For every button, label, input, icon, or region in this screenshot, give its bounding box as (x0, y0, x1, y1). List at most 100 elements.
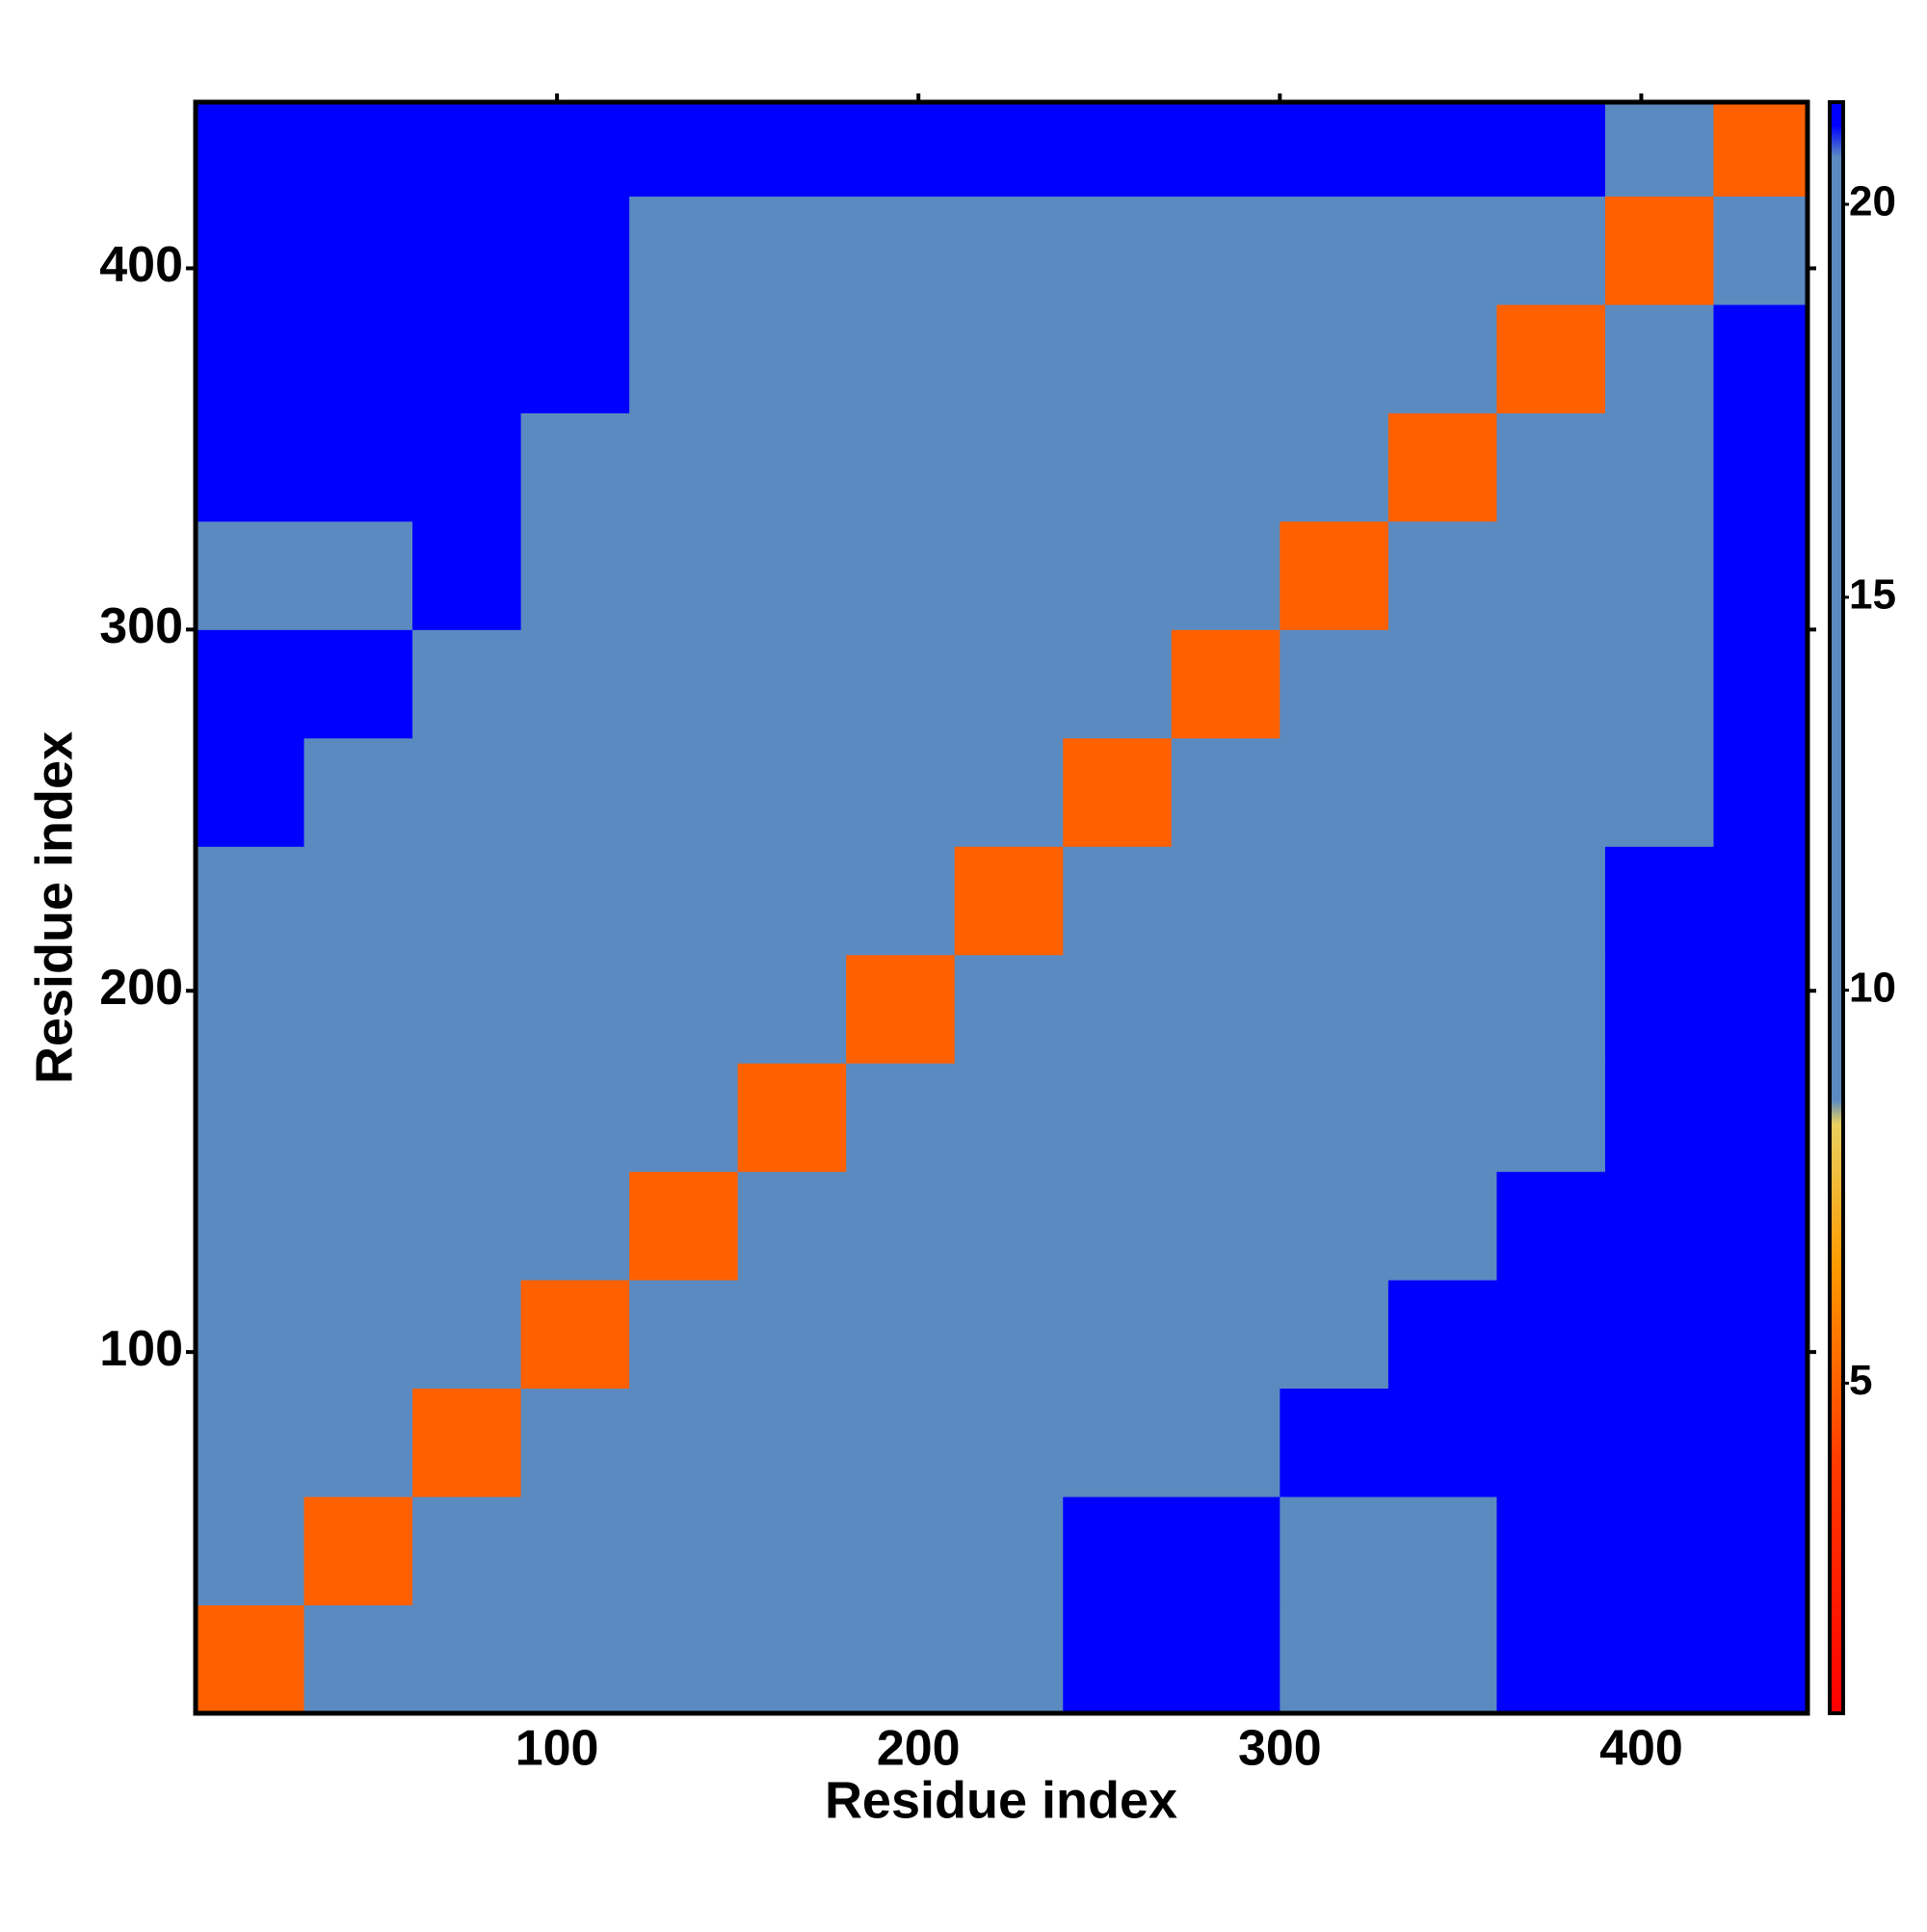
heatmap-cell (954, 1604, 1064, 1714)
heatmap-cell (954, 1171, 1064, 1281)
heatmap-cell (1387, 1171, 1497, 1281)
heatmap-cell (737, 737, 847, 847)
heatmap-cell (1063, 954, 1173, 1064)
heatmap-cell (1496, 1388, 1606, 1497)
heatmap-cell (1063, 196, 1173, 305)
heatmap-cell (1496, 846, 1606, 956)
heatmap-cell (846, 1280, 956, 1389)
heatmap-cell (629, 1280, 739, 1389)
heatmap-cell (629, 1496, 739, 1606)
heatmap-cell (629, 1388, 739, 1497)
heatmap-cell (1280, 304, 1389, 413)
heatmap-cell (737, 954, 847, 1064)
heatmap-cell (1604, 954, 1714, 1064)
heatmap-cell (1280, 1604, 1389, 1714)
heatmap-cell (412, 1496, 522, 1606)
x-tick-label: 400 (1599, 1721, 1683, 1777)
heatmap-cell (1280, 196, 1389, 305)
heatmap-cell (737, 1496, 847, 1606)
heatmap-cell (1604, 102, 1714, 197)
heatmap-cell (412, 737, 522, 847)
heatmap-cell (1496, 1171, 1606, 1281)
heatmap-cell (1171, 1604, 1280, 1714)
heatmap-cell (196, 1388, 305, 1497)
heatmap-cell (1604, 737, 1714, 847)
heatmap-cell (1063, 102, 1173, 197)
heatmap-cell (1604, 629, 1714, 739)
heatmap-cell (954, 629, 1064, 739)
heatmap-cell (1496, 954, 1606, 1064)
axes: 100 200 300 400 100 200 300 400 (99, 93, 1816, 1777)
heatmap-cell (1496, 520, 1606, 630)
heatmap-cell (520, 1604, 630, 1714)
heatmap-cell (954, 412, 1064, 522)
heatmap-cell (196, 412, 305, 522)
heatmap-cell (304, 1063, 413, 1173)
heatmap-cell (1604, 846, 1714, 956)
heatmap-cell (629, 196, 739, 305)
heatmap-cell (1280, 954, 1389, 1064)
heatmap-cell (1496, 1063, 1606, 1173)
heatmap-cell (412, 412, 522, 522)
heatmap-cell (737, 196, 847, 305)
heatmap-cell (520, 1171, 630, 1281)
heatmap-cell (1496, 1604, 1606, 1714)
heatmap-cell (1713, 1388, 1808, 1497)
heatmap-cell (1713, 304, 1808, 413)
x-axis-title: Residue index (825, 1771, 1177, 1829)
colorbar: 5 10 15 20 (1830, 102, 1896, 1713)
heatmap-cell (304, 1604, 413, 1714)
heatmap-cell (1171, 102, 1280, 197)
heatmap-cell (629, 520, 739, 630)
heatmap-cell (1387, 1388, 1497, 1497)
x-tick-label: 300 (1238, 1721, 1322, 1777)
heatmap-cell (1713, 1171, 1808, 1281)
heatmap-cell (1387, 846, 1497, 956)
heatmap-cell (1171, 1388, 1280, 1497)
heatmap-cell (954, 304, 1064, 413)
heatmap-cell (1063, 520, 1173, 630)
heatmap-cell (304, 102, 413, 197)
heatmap-cell (412, 846, 522, 956)
heatmap-cell (1387, 1496, 1497, 1606)
heatmap-cell (846, 629, 956, 739)
heatmap-cell (196, 629, 305, 739)
heatmap-cell (1280, 1063, 1389, 1173)
heatmap-cell (412, 629, 522, 739)
heatmap-cell (1604, 520, 1714, 630)
heatmap-cell (954, 1496, 1064, 1606)
heatmap-cell (1280, 846, 1389, 956)
heatmap-cell (196, 1063, 305, 1173)
heatmap-cell (1171, 304, 1280, 413)
colorbar-tick-label: 10 (1849, 964, 1896, 1011)
heatmap-cell (304, 1496, 413, 1606)
heatmap-cell (629, 1063, 739, 1173)
x-tick-label: 200 (877, 1721, 961, 1777)
heatmap-cell (1713, 737, 1808, 847)
heatmap-cell (1063, 1171, 1173, 1281)
heatmap-cell (412, 196, 522, 305)
heatmap-cell (1604, 412, 1714, 522)
heatmap-cell (1604, 1063, 1714, 1173)
heatmap-cell (1063, 304, 1173, 413)
heatmap-cell (196, 737, 305, 847)
heatmap-cell (629, 1604, 739, 1714)
heatmap-cell (846, 1063, 956, 1173)
heatmap-cell (1387, 954, 1497, 1064)
heatmap-cell (846, 520, 956, 630)
heatmap-cell (1713, 629, 1808, 739)
heatmap-cell (1604, 196, 1714, 305)
heatmap-cell (196, 1496, 305, 1606)
heatmap-cell (1387, 520, 1497, 630)
heatmap-cell (412, 1063, 522, 1173)
heatmap-cell (520, 737, 630, 847)
heatmap-cell (1063, 737, 1173, 847)
heatmap-cell (1496, 629, 1606, 739)
heatmap-cell (1713, 1063, 1808, 1173)
heatmap-cell (846, 846, 956, 956)
heatmap-cell (1280, 1496, 1389, 1606)
heatmap-cell (196, 102, 305, 197)
heatmap-cell (846, 1388, 956, 1497)
heatmap-cell (1280, 520, 1389, 630)
